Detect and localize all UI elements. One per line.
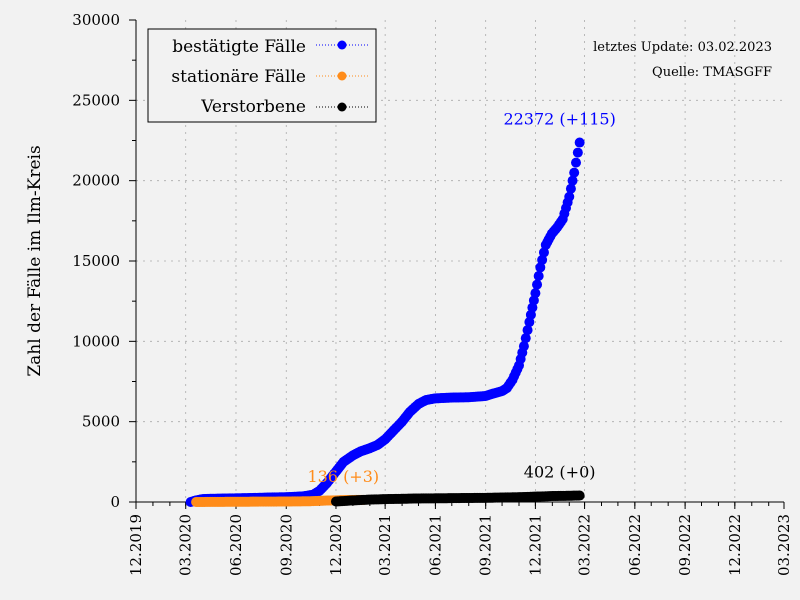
legend-marker-confirmed bbox=[337, 40, 347, 50]
y-tick-label: 15000 bbox=[72, 252, 120, 270]
x-tick-label: 12.2022 bbox=[726, 514, 744, 576]
y-tick-label: 25000 bbox=[72, 91, 120, 109]
x-tick-label: 09.2021 bbox=[477, 514, 495, 576]
data-point bbox=[574, 490, 585, 501]
data-point bbox=[533, 270, 544, 281]
data-point bbox=[518, 341, 529, 352]
data-point bbox=[569, 167, 580, 178]
series-2 bbox=[330, 490, 585, 507]
x-tick-label: 03.2023 bbox=[775, 514, 793, 576]
y-tick-label: 5000 bbox=[82, 413, 120, 431]
y-tick-label: 20000 bbox=[72, 172, 120, 190]
legend-marker-deaths bbox=[337, 102, 347, 112]
data-point bbox=[520, 333, 531, 344]
tick-labels: 0 5000 10000 15000 20000 25000 30000 12.2019 03.… bbox=[72, 11, 793, 576]
x-tick-label: 12.2019 bbox=[127, 514, 145, 576]
series-layer bbox=[185, 137, 585, 507]
y-tick-label: 30000 bbox=[72, 11, 120, 29]
data-point bbox=[574, 137, 585, 148]
x-tick-label: 06.2020 bbox=[227, 514, 245, 576]
info-box: letztes Update: 03.02.2023 Quelle: TMASG… bbox=[593, 40, 772, 80]
data-point bbox=[535, 262, 546, 273]
x-tick-label: 12.2021 bbox=[526, 514, 544, 576]
data-point bbox=[571, 157, 582, 168]
legend-label-hospitalized: stationäre Fälle bbox=[171, 67, 306, 87]
x-tick-label: 09.2020 bbox=[277, 514, 295, 576]
legend-marker-hospitalized bbox=[337, 71, 347, 81]
x-tick-label: 06.2021 bbox=[426, 514, 444, 576]
info-source: Quelle: TMASGFF bbox=[652, 65, 772, 80]
x-tick-label: 09.2022 bbox=[676, 514, 694, 576]
annotations: 22372 (+115) 136 (+3) 402 (+0) bbox=[307, 110, 615, 486]
y-tick-label: 10000 bbox=[72, 332, 120, 350]
x-tick-label: 03.2020 bbox=[177, 514, 195, 576]
x-tick-label: 03.2022 bbox=[576, 514, 594, 576]
data-point bbox=[537, 254, 548, 265]
annotation-2: 402 (+0) bbox=[524, 463, 596, 482]
annotation-1: 136 (+3) bbox=[307, 467, 379, 486]
grid bbox=[136, 20, 784, 502]
legend: bestätigte Fälle stationäre Fälle Versto… bbox=[147, 28, 377, 123]
x-tick-label: 03.2021 bbox=[376, 514, 394, 576]
y-tick-label: 0 bbox=[110, 493, 120, 511]
data-point bbox=[522, 325, 533, 336]
y-axis-label: Zahl der Fälle im Ilm-Kreis bbox=[25, 145, 45, 376]
data-point bbox=[564, 191, 575, 202]
data-point bbox=[565, 183, 576, 194]
data-point bbox=[567, 175, 578, 186]
info-update: letztes Update: 03.02.2023 bbox=[593, 40, 772, 55]
data-point bbox=[530, 288, 541, 299]
legend-label-deaths: Verstorbene bbox=[200, 97, 306, 117]
x-tick-label: 06.2022 bbox=[626, 514, 644, 576]
data-point bbox=[532, 279, 543, 290]
data-point bbox=[572, 147, 583, 158]
legend-label-confirmed: bestätigte Fälle bbox=[172, 37, 306, 57]
x-tick-label: 12.2020 bbox=[327, 514, 345, 576]
annotation-0: 22372 (+115) bbox=[503, 110, 615, 129]
data-point bbox=[538, 247, 549, 258]
